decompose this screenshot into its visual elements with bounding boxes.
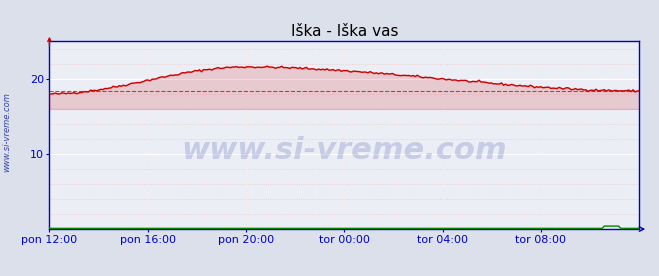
Text: www.si-vreme.com: www.si-vreme.com xyxy=(181,136,507,165)
Text: www.si-vreme.com: www.si-vreme.com xyxy=(2,92,11,172)
Title: Iška - Iška vas: Iška - Iška vas xyxy=(291,24,398,39)
